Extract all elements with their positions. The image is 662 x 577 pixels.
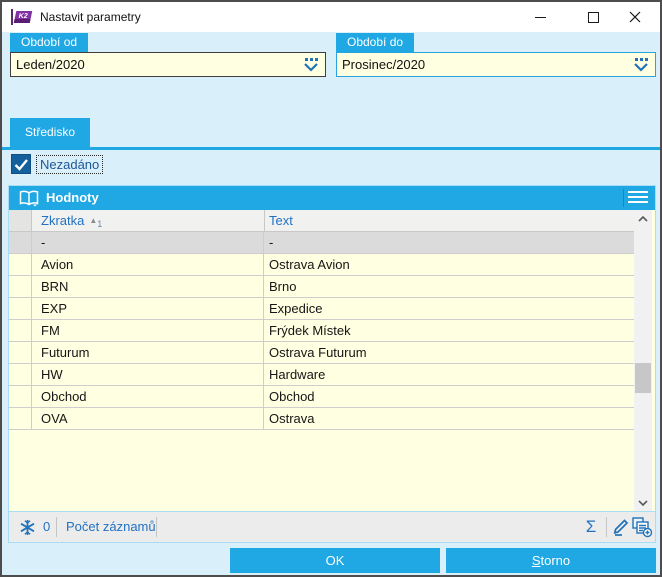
titlebar: K2 Nastavit parametry	[2, 2, 660, 32]
column-separator	[264, 210, 265, 231]
sum-button[interactable]: Σ	[585, 517, 597, 536]
book-icon	[19, 190, 39, 207]
scrollbar-thumb[interactable]	[635, 363, 651, 393]
column-header-text[interactable]: Text	[269, 213, 293, 228]
table-row[interactable]: OVA Ostrava	[9, 408, 634, 430]
period-to-input[interactable]: Prosinec/2020	[336, 52, 656, 77]
tab-underline	[2, 147, 660, 150]
k2-app-icon: K2	[11, 8, 33, 26]
scroll-up-button[interactable]	[634, 210, 652, 227]
table-row[interactable]: HW Hardware	[9, 364, 634, 386]
nezadano-checkbox-label[interactable]: Nezadáno	[36, 155, 104, 174]
checkmark-icon	[14, 159, 28, 171]
table-row[interactable]: BRN Brno	[9, 276, 634, 298]
minimize-icon	[534, 16, 546, 18]
status-separator	[156, 517, 157, 537]
hamburger-icon	[628, 191, 648, 193]
minimize-button[interactable]	[517, 2, 563, 32]
table-row[interactable]: Obchod Obchod	[9, 386, 634, 408]
copy-add-icon[interactable]	[631, 516, 653, 538]
status-separator	[606, 517, 607, 537]
column-header-row: Zkratka ▲1 Text	[9, 210, 634, 232]
table-row[interactable]: --	[9, 232, 634, 254]
period-to-value: Prosinec/2020	[342, 57, 426, 72]
close-icon	[629, 11, 641, 23]
maximize-button[interactable]	[570, 2, 616, 32]
chevron-up-icon	[638, 215, 648, 222]
tab-stredisko[interactable]: Středisko	[10, 118, 91, 147]
sort-asc-icon: ▲	[89, 216, 98, 225]
period-to-label: Období do	[336, 33, 415, 52]
period-from-dropdown-button[interactable]	[301, 57, 321, 73]
grid-status-bar: 0 Počet záznamů Σ	[9, 511, 655, 542]
column-header-zkratka[interactable]: Zkratka ▲1	[41, 213, 103, 229]
storno-button[interactable]: Storno	[446, 548, 656, 573]
calendar-dropdown-icon	[304, 58, 318, 72]
table-row[interactable]: FM Frýdek Místek	[9, 320, 634, 342]
chevron-down-icon	[638, 499, 648, 506]
table-row[interactable]: Avion Ostrava Avion	[9, 254, 634, 276]
nezadano-checkbox[interactable]	[11, 154, 31, 174]
period-from-label: Období od	[10, 33, 89, 52]
grid-menu-separator	[623, 189, 624, 207]
close-button[interactable]	[612, 2, 658, 32]
ok-button[interactable]: OK	[230, 548, 440, 573]
snowflake-icon	[20, 520, 35, 535]
sort-order-number: 1	[97, 219, 103, 229]
vertical-scrollbar[interactable]	[634, 210, 652, 511]
window-title: Nastavit parametry	[40, 10, 141, 24]
values-grid-panel: Hodnoty Zkratka ▲1 Text -- Avion Ostrava A…	[8, 185, 656, 543]
record-count-label: Počet záznamů	[66, 519, 156, 534]
grid-menu-button[interactable]	[626, 189, 650, 207]
period-from-value: Leden/2020	[16, 57, 85, 72]
period-to-dropdown-button[interactable]	[631, 57, 651, 73]
period-from-input[interactable]: Leden/2020	[10, 52, 326, 77]
maximize-icon	[587, 11, 599, 23]
scroll-down-button[interactable]	[634, 494, 652, 511]
grid-title: Hodnoty	[46, 190, 99, 205]
status-separator	[56, 517, 57, 537]
grid-header-bar: Hodnoty	[9, 186, 655, 210]
table-row[interactable]: Futurum Ostrava Futurum	[9, 342, 634, 364]
table-row[interactable]: EXP Expedice	[9, 298, 634, 320]
row-marker-column-header	[9, 210, 32, 231]
edit-pencil-icon[interactable]	[611, 518, 630, 536]
calendar-dropdown-icon	[634, 58, 648, 72]
record-count-value: 0	[43, 519, 51, 534]
